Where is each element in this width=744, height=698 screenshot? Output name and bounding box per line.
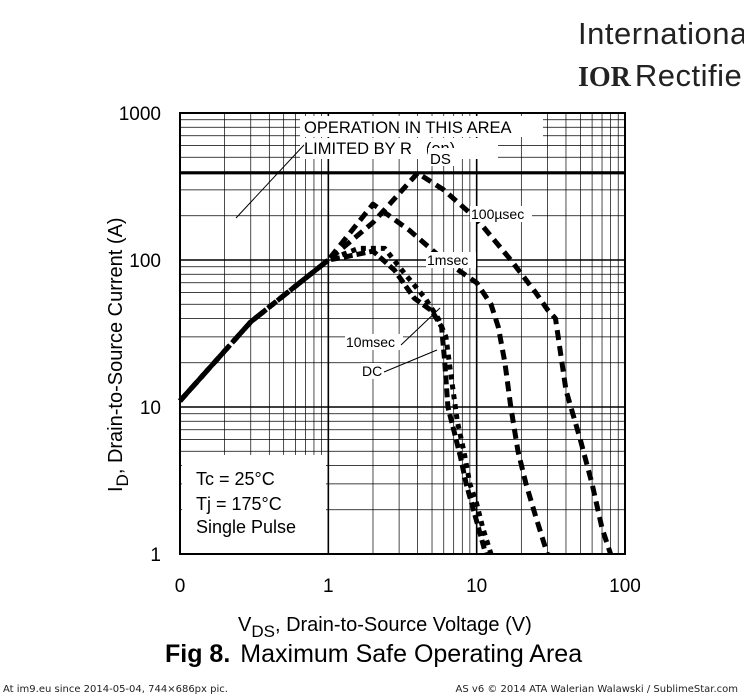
y-tick-label: 100	[129, 251, 161, 272]
leader-dc	[383, 349, 438, 373]
curve-100µsec	[178, 170, 613, 555]
soa-curves	[178, 170, 613, 555]
condition-tc: Tc = 25°C	[196, 469, 275, 489]
curve-DC	[178, 248, 489, 555]
x-tick-label: 1	[323, 576, 334, 597]
rds-label-bg-1	[300, 116, 543, 137]
x-axis-ticks: 0 1 10 100	[175, 576, 641, 597]
brand-word: Rectifie	[634, 58, 743, 93]
curve-1msec	[178, 201, 550, 555]
y-tick-label: 1000	[119, 104, 161, 125]
footer-watermark-right: AS v6 © 2014 ATA Walerian Walawski / Sub…	[455, 684, 738, 695]
leader-10msec	[400, 307, 441, 346]
label-bg-1ms	[426, 252, 476, 268]
condition-tj: Tj = 175°C	[196, 494, 282, 514]
rds-leader-line	[235, 144, 305, 219]
series-label-100us: 100µsec	[471, 206, 524, 222]
label-bg-100us	[470, 206, 532, 222]
y-axis-title: ID, Drain-to-Source Current (A)	[105, 217, 132, 492]
conditions-box-background	[182, 455, 326, 553]
figure-caption: Fig 8. Maximum Safe Operating Area	[165, 640, 582, 669]
figure-title: Maximum Safe Operating Area	[240, 640, 583, 668]
x-axis-title: VDS, Drain-to-Source Voltage (V)	[238, 614, 532, 640]
label-bg-dc	[361, 363, 385, 379]
series-label-dc: DC	[362, 363, 382, 379]
condition-pulse: Single Pulse	[196, 517, 296, 537]
y-axis-ticks: 1 10 100 1000	[119, 104, 161, 566]
x-tick-label: 10	[466, 576, 487, 597]
rds-annotation-line1: OPERATION IN THIS AREA	[304, 119, 512, 137]
ior-logo: IOR	[578, 62, 631, 93]
major-grid	[180, 113, 625, 554]
series-label-10msec: 10msec	[346, 334, 395, 350]
footer-watermark-left: At im9.eu since 2014-05-04, 744×686px pi…	[3, 684, 228, 695]
brand-name-line1: Internationa	[578, 16, 744, 51]
series-label-1msec: 1msec	[427, 252, 468, 268]
rds-annotation-subscript: DS	[430, 151, 451, 168]
rds-sub-bg	[428, 148, 456, 166]
figure-number: Fig 8.	[165, 640, 231, 668]
y-tick-label: 10	[140, 398, 161, 419]
brand-name-line2: IOR Rectifie	[578, 58, 742, 94]
label-bg-10ms	[345, 334, 403, 350]
x-tick-label: 100	[609, 576, 641, 597]
y-tick-label: 1	[150, 545, 161, 566]
x-tick-label: 0	[175, 576, 186, 597]
plot-frame	[179, 112, 626, 555]
